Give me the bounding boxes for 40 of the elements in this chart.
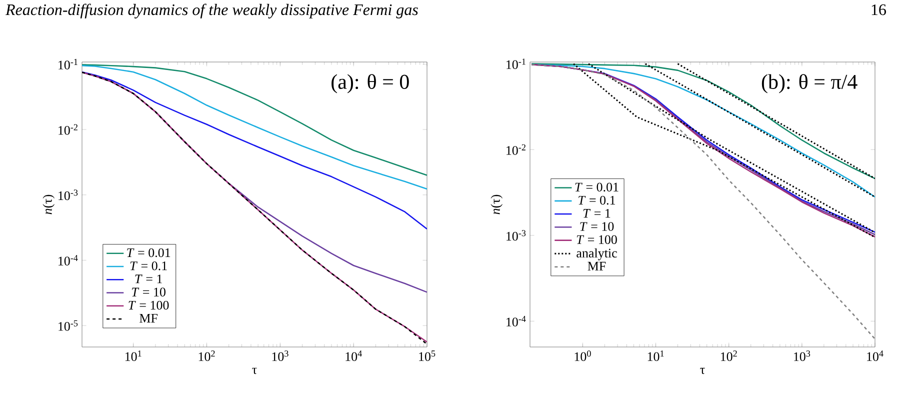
y-tick-label: 10$^{-1}$ [506, 58, 526, 70]
y-tick-label: 10$^{-2}$ [58, 124, 78, 135]
legend-label: T = 1 [135, 274, 162, 284]
legend-label: T = 10 [132, 288, 166, 296]
y-tick-label: 10$^{-3}$ [58, 190, 78, 200]
x-tick-label: 10$^{2}$ [720, 350, 737, 362]
y-axis-title: n(τ) [490, 194, 503, 214]
legend-label: analytic [576, 248, 617, 260]
legend-label: T = 10 [580, 222, 614, 231]
chart-title: Reaction-diffusion dynamics of the weakly dissipative Fermi gas [5, 4, 418, 18]
legend-label: MF [140, 314, 158, 322]
x-tick-label: 10$^{2}$ [198, 350, 215, 362]
legend-label: MF [588, 262, 606, 270]
x-tick-label: 10$^{3}$ [272, 350, 288, 362]
y-tick-label: 10$^{-2}$ [506, 144, 526, 155]
legend-label: T = 100 [128, 300, 169, 310]
legend-label: T = 0.1 [130, 261, 167, 270]
legend-label: T = 1 [583, 208, 610, 218]
legend-label: T = 0.1 [578, 196, 616, 205]
x-tick-label: 10$^{4}$ [867, 350, 884, 361]
x-tick-label: 10$^{3}$ [794, 350, 810, 362]
x-axis-title: τ [700, 368, 705, 374]
y-tick-label: 10$^{-3}$ [506, 230, 526, 241]
y-axis-title: n(τ) [42, 194, 55, 214]
text: 16 [872, 4, 886, 16]
legend-label: T = 0.01 [127, 248, 170, 258]
y-tick-label: 10$^{-4}$ [506, 316, 526, 326]
annotation: (a): θ = 0 [332, 74, 409, 94]
x-tick-label: 10$^{0}$ [574, 350, 591, 362]
y-tick-label: 10$^{-4}$ [58, 254, 78, 266]
legend-label: T = 100 [576, 235, 617, 244]
annotation: (b): θ = π/4 [762, 74, 858, 94]
y-tick-label: 10$^{-5}$ [58, 320, 78, 331]
x-tick-label: 10$^{1}$ [125, 350, 142, 362]
x-tick-label: 10$^{4}$ [346, 350, 362, 361]
x-axis-title: τ [252, 368, 257, 374]
x-tick-label: 10$^{1}$ [648, 350, 664, 362]
y-tick-label: 10$^{-1}$ [58, 58, 78, 70]
legend-label: T = 0.01 [575, 182, 618, 192]
x-tick-label: 10$^{5}$ [419, 350, 436, 361]
